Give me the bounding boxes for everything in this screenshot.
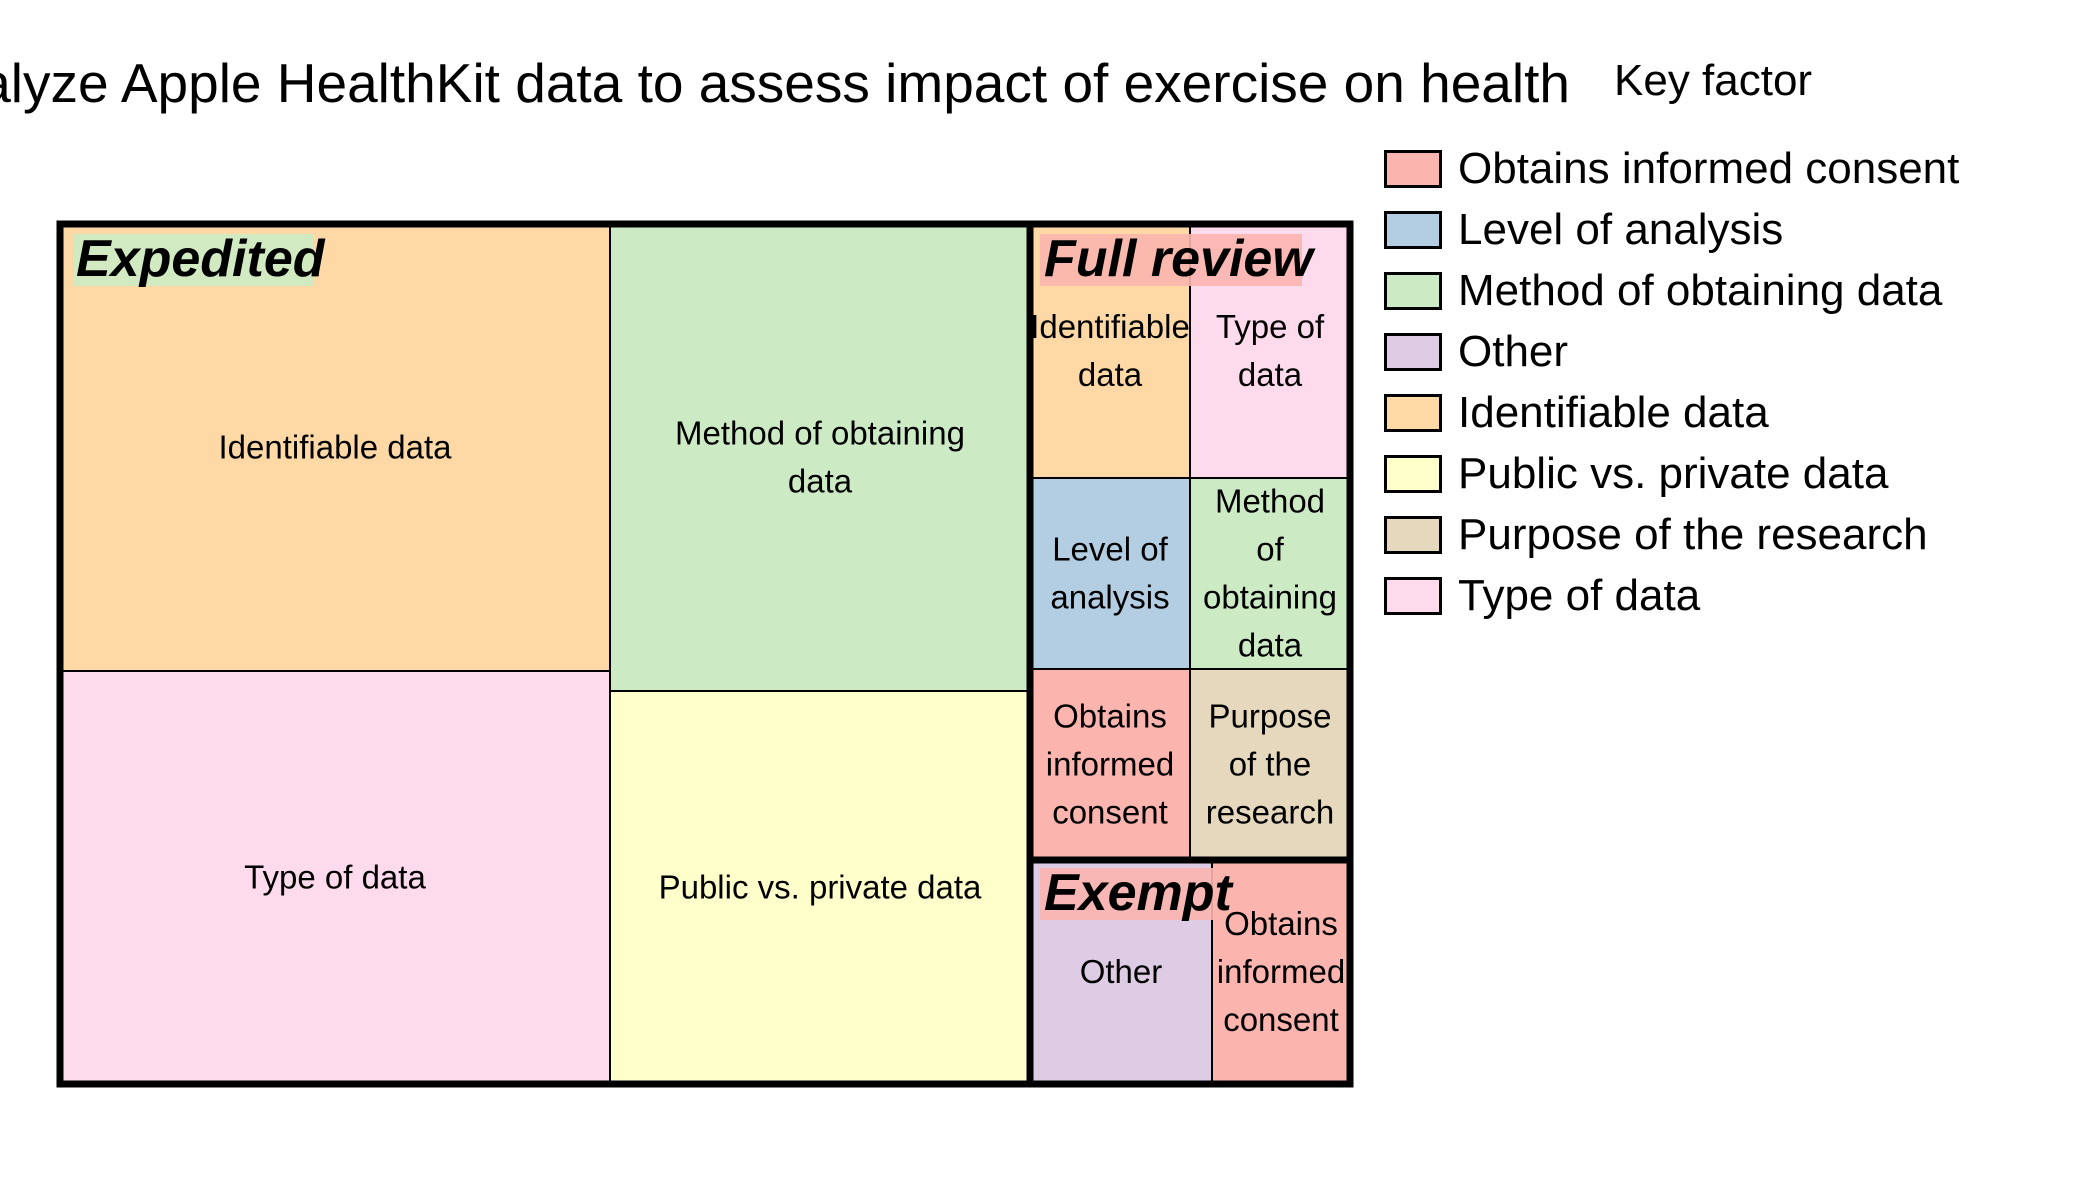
tile-label-exempt-obtains-informed-consent: Obtains informed consent (1217, 905, 1345, 1038)
legend-item-other: Other (1384, 321, 1959, 382)
legend-label-identifiable-data: Identifiable data (1458, 387, 1769, 437)
tile-label-full-review-purpose-of-the-research: Purpose of the research (1206, 698, 1334, 831)
tile-exempt-obtains-informed-consent (1211, 859, 1351, 1085)
legend-item-type-of-data: Type of data (1384, 565, 1959, 626)
legend-swatch-identifiable-data (1384, 393, 1442, 432)
legend-swatch-method-of-obtaining-data (1384, 271, 1442, 310)
group-label-bg-exempt (1040, 868, 1224, 920)
group-label-bg-full-review (1040, 234, 1302, 286)
tile-label-full-review-type-of-data: Type of data (1216, 308, 1325, 393)
legend-label-obtains-informed-consent: Obtains informed consent (1458, 143, 1960, 193)
legend-label-type-of-data: Type of data (1458, 570, 1701, 620)
legend-swatch-obtains-informed-consent (1384, 149, 1442, 188)
legend-swatch-level-of-analysis (1384, 210, 1442, 249)
legend-swatch-purpose-of-the-research (1384, 515, 1442, 554)
tile-full-review-method-of-obtaining-data (1189, 477, 1351, 670)
group-label-exempt: Exempt (1044, 864, 1235, 922)
legend-label-purpose-of-the-research: Purpose of the research (1458, 509, 1928, 559)
legend-swatch-public-vs-private-data (1384, 454, 1442, 493)
group-label-expedited: Expedited (76, 230, 326, 288)
group-label-bg-expedited (74, 234, 314, 286)
legend-item-purpose-of-the-research: Purpose of the research (1384, 504, 1959, 565)
legend-item-method-of-obtaining-data: Method of obtaining data (1384, 260, 1959, 321)
tile-expedited-method-of-obtaining-data (609, 223, 1031, 692)
legend-swatch-other (1384, 332, 1442, 371)
legend: Key factor Obtains informed consent Level… (1384, 56, 1959, 626)
legend-item-public-vs-private-data: Public vs. private data (1384, 443, 1959, 504)
legend-label-public-vs-private-data: Public vs. private data (1458, 448, 1889, 498)
tile-full-review-purpose-of-the-research (1189, 668, 1351, 861)
tile-label-exempt-other: Other (1080, 953, 1163, 990)
legend-item-identifiable-data: Identifiable data (1384, 382, 1959, 443)
legend-label-level-of-analysis: Level of analysis (1458, 204, 1784, 254)
legend-label-other: Other (1458, 326, 1569, 376)
group-border-exempt (1026, 856, 1354, 1088)
tile-label-full-review-method-of-obtaining-data: Method of obtaining data (1203, 483, 1337, 664)
chart-title: Analyze Apple HealthKit data to assess i… (0, 52, 1570, 114)
tile-label-full-review-identifiable-data: Identifiable data (1030, 308, 1190, 393)
group-label-full-review: Full review (1044, 230, 1316, 288)
legend-label-method-of-obtaining-data: Method of obtaining data (1458, 265, 1943, 315)
legend-swatch-type-of-data (1384, 576, 1442, 615)
tile-full-review-level-of-analysis (1029, 477, 1191, 670)
tile-label-expedited-public-vs-private-data: Public vs. private data (659, 869, 982, 906)
tile-expedited-public-vs-private-data (609, 690, 1031, 1085)
tile-label-expedited-identifiable-data: Identifiable data (218, 429, 452, 466)
tile-expedited-identifiable-data (59, 223, 611, 672)
legend-item-level-of-analysis: Level of analysis (1384, 199, 1959, 260)
legend-title: Key factor (1614, 56, 1813, 105)
tile-label-full-review-obtains-informed-consent: Obtains informed consent (1046, 698, 1174, 831)
legend-item-obtains-informed-consent: Obtains informed consent (1384, 138, 1959, 199)
legend-items: Obtains informed consent Level of analysi… (1384, 138, 1959, 626)
chart-title-container: Analyze Apple HealthKit data to assess i… (0, 48, 1570, 118)
tile-label-expedited-type-of-data: Type of data (244, 859, 426, 896)
tile-label-full-review-level-of-analysis: Level of analysis (1050, 531, 1169, 616)
tile-label-expedited-method-of-obtaining-data: Method of obtaining data (675, 415, 965, 500)
